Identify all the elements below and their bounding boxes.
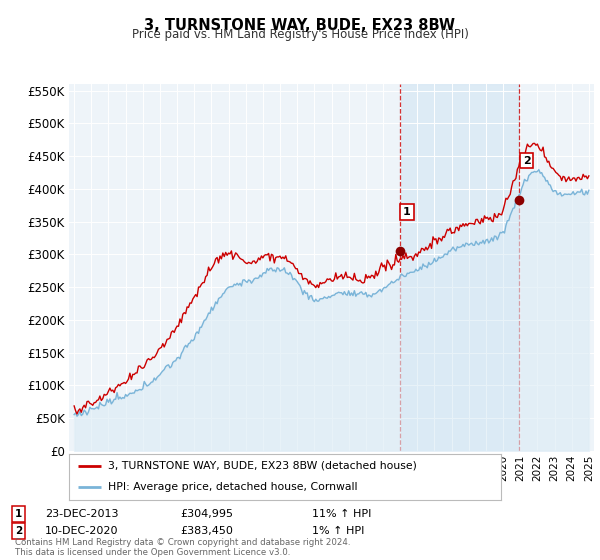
Text: 11% ↑ HPI: 11% ↑ HPI	[312, 509, 371, 519]
Text: 23-DEC-2013: 23-DEC-2013	[45, 509, 119, 519]
Text: Price paid vs. HM Land Registry's House Price Index (HPI): Price paid vs. HM Land Registry's House …	[131, 28, 469, 41]
Text: £383,450: £383,450	[180, 526, 233, 536]
Text: HPI: Average price, detached house, Cornwall: HPI: Average price, detached house, Corn…	[108, 482, 358, 492]
Text: 3, TURNSTONE WAY, BUDE, EX23 8BW: 3, TURNSTONE WAY, BUDE, EX23 8BW	[145, 18, 455, 33]
Text: £304,995: £304,995	[180, 509, 233, 519]
Text: 1: 1	[403, 207, 411, 217]
Bar	[400, 84, 520, 451]
Text: 3, TURNSTONE WAY, BUDE, EX23 8BW (detached house): 3, TURNSTONE WAY, BUDE, EX23 8BW (detach…	[108, 461, 417, 471]
Text: 10-DEC-2020: 10-DEC-2020	[45, 526, 119, 536]
Text: 2: 2	[15, 526, 22, 536]
Text: 1: 1	[15, 509, 22, 519]
Text: 2: 2	[523, 156, 530, 166]
Text: Contains HM Land Registry data © Crown copyright and database right 2024.
This d: Contains HM Land Registry data © Crown c…	[15, 538, 350, 557]
Text: 1% ↑ HPI: 1% ↑ HPI	[312, 526, 364, 536]
